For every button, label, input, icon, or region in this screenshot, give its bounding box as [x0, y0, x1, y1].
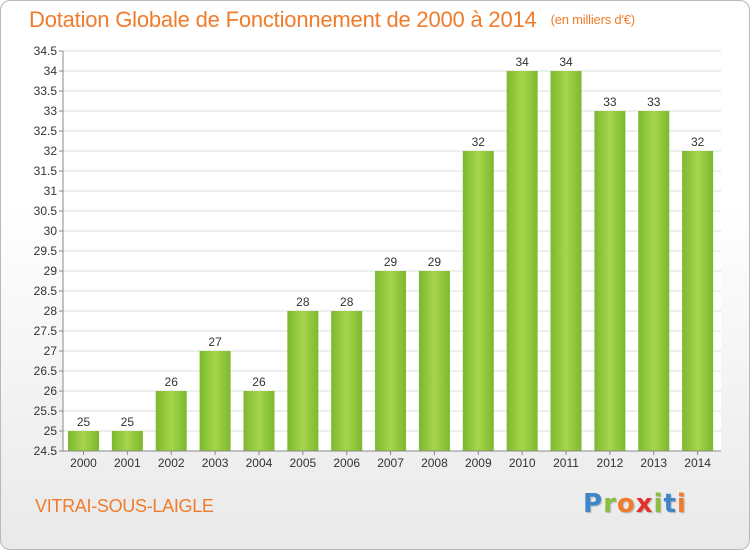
x-tick-label: 2006 — [333, 456, 360, 470]
value-label: 34 — [559, 55, 573, 69]
x-tick-label: 2012 — [597, 456, 624, 470]
value-label: 34 — [515, 55, 529, 69]
y-tick-label: 25 — [44, 424, 58, 438]
value-label: 26 — [165, 375, 179, 389]
bar-2007 — [375, 271, 407, 451]
bar-2003 — [199, 351, 231, 451]
logo-letter: x — [635, 489, 654, 519]
bar-2001 — [111, 431, 143, 451]
proxiti-logo: Proxiti — [583, 489, 687, 519]
y-tick-label: 26.5 — [34, 364, 58, 378]
logo-letter: i — [676, 489, 687, 519]
x-tick-label: 2004 — [246, 456, 273, 470]
bar-2005 — [287, 311, 319, 451]
x-tick-label: 2005 — [289, 456, 316, 470]
x-tick-label: 2008 — [421, 456, 448, 470]
bar-2008 — [418, 271, 450, 451]
bar-2014 — [682, 151, 714, 451]
value-label: 32 — [691, 135, 705, 149]
x-tick-label: 2011 — [553, 456, 579, 470]
value-label: 33 — [647, 95, 661, 109]
logo-letter: P — [583, 489, 604, 519]
value-label: 26 — [252, 375, 266, 389]
bar-2004 — [243, 391, 275, 451]
value-label: 28 — [296, 295, 310, 309]
x-tick-label: 2010 — [509, 456, 536, 470]
value-label: 28 — [340, 295, 354, 309]
y-tick-label: 33 — [44, 104, 58, 118]
value-label: 25 — [77, 415, 91, 429]
chart-unit-label: (en milliers d'€) — [550, 12, 636, 27]
bars: 25 25 26 27 26 28 28 29 29 32 34 34 33 33 32 — [68, 55, 714, 451]
x-tick-label: 2009 — [465, 456, 492, 470]
bar-2009 — [462, 151, 494, 451]
bar-2011 — [550, 71, 582, 451]
logo-letter: r — [603, 489, 617, 519]
bar-2013 — [638, 111, 670, 451]
bar-2006 — [331, 311, 363, 451]
y-tick-label: 30.5 — [34, 204, 58, 218]
x-tick-label: 2002 — [158, 456, 185, 470]
y-tick-label: 24.5 — [34, 444, 58, 458]
y-tick-label: 33.5 — [34, 84, 58, 98]
value-label: 27 — [208, 335, 222, 349]
logo-letter: i — [653, 489, 664, 519]
y-tick-label: 26 — [44, 384, 58, 398]
y-tick-label: 27.5 — [34, 324, 58, 338]
x-tick-label: 2000 — [70, 456, 97, 470]
bar-2002 — [155, 391, 187, 451]
bar-2000 — [68, 431, 99, 451]
bar-2012 — [594, 111, 626, 451]
commune-name: VITRAI-SOUS-LAIGLE — [35, 496, 214, 516]
x-tick-label: 2013 — [640, 456, 667, 470]
y-tick-label: 29 — [44, 264, 58, 278]
y-tick-label: 27 — [44, 344, 58, 358]
y-tick-label: 29.5 — [34, 244, 58, 258]
y-tick-label: 28.5 — [34, 284, 58, 298]
y-tick-label: 31.5 — [34, 164, 58, 178]
value-label: 32 — [472, 135, 486, 149]
y-tick-label: 30 — [44, 224, 58, 238]
chart-title: Dotation Globale de Fonctionnement de 20… — [29, 7, 635, 33]
y-tick-label: 34.5 — [34, 44, 58, 58]
y-tick-label: 31 — [44, 184, 58, 198]
y-tick-label: 32.5 — [34, 124, 58, 138]
y-tick-label: 32 — [44, 144, 58, 158]
value-label: 33 — [603, 95, 617, 109]
y-tick-label: 25.5 — [34, 404, 58, 418]
y-tick-label: 34 — [44, 64, 58, 78]
logo-letter: t — [663, 489, 677, 519]
x-tick-label: 2014 — [684, 456, 711, 470]
value-label: 25 — [121, 415, 135, 429]
x-tick-label: 2007 — [377, 456, 404, 470]
axes: 24.5 25 25.5 26 26.5 27 27.5 28 28.5 29 29.5 30 30.5… — [34, 44, 721, 470]
y-tick-label: 28 — [44, 304, 58, 318]
x-tick-label: 2003 — [202, 456, 229, 470]
bar-2010 — [506, 71, 538, 451]
value-label: 29 — [384, 255, 398, 269]
x-tick-label: 2001 — [114, 456, 141, 470]
chart-title-text: Dotation Globale de Fonctionnement de 20… — [29, 7, 537, 32]
logo-letter: o — [616, 489, 636, 519]
value-label: 29 — [428, 255, 442, 269]
